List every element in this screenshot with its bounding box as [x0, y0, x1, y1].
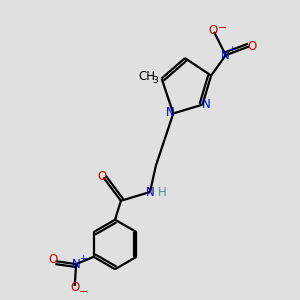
Text: O: O: [48, 253, 58, 266]
Text: N: N: [146, 185, 154, 199]
Text: N: N: [202, 98, 210, 111]
Text: N: N: [165, 106, 174, 119]
Text: O: O: [208, 24, 217, 37]
Text: CH: CH: [139, 70, 156, 83]
Text: N: N: [72, 258, 80, 271]
Text: 3: 3: [152, 76, 158, 85]
Text: O: O: [247, 40, 256, 53]
Text: O: O: [70, 281, 79, 294]
Text: +: +: [79, 254, 86, 263]
Text: −: −: [79, 287, 88, 297]
Text: O: O: [97, 169, 106, 182]
Text: +: +: [228, 45, 235, 54]
Text: H: H: [158, 185, 167, 199]
Text: N: N: [221, 49, 230, 62]
Text: −: −: [218, 22, 227, 32]
